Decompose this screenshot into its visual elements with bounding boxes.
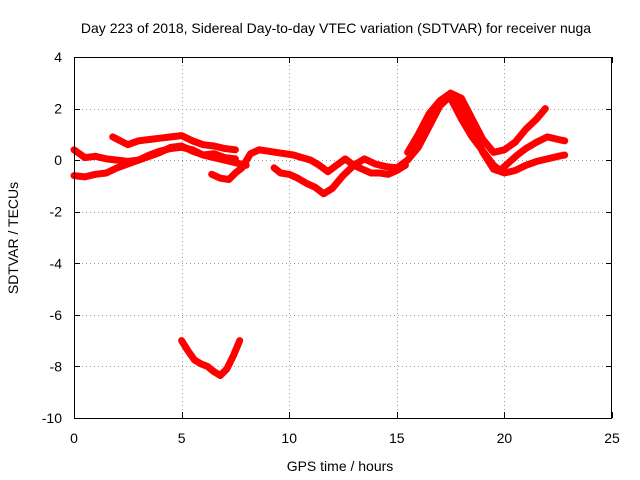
x-tick-label: 0	[70, 430, 78, 446]
y-tick-label: -4	[50, 255, 63, 271]
y-tick-label: 0	[54, 152, 62, 168]
y-tick-label: -6	[50, 307, 63, 323]
series-line-trace-h	[178, 337, 244, 379]
series-line-trace-f	[404, 89, 549, 156]
series-line-trace-d	[208, 146, 409, 183]
y-axis-label: SDTVAR / TECUs	[5, 182, 21, 294]
plot-frame	[74, 57, 612, 419]
series-line-trace-c	[109, 132, 239, 154]
series-line-trace-g	[447, 94, 569, 174]
series-line-trace-e	[270, 92, 569, 198]
chart-title: Day 223 of 2018, Sidereal Day-to-day VTE…	[81, 20, 591, 36]
y-tick-label: -8	[50, 358, 63, 374]
y-tick-label: 2	[54, 101, 62, 117]
x-tick-label: 20	[497, 430, 513, 446]
y-tick-label: -2	[50, 204, 63, 220]
axis-ticks: 0 5 10 15 20 25 -10 -8 -6 -4 -2 0 2 4	[42, 49, 620, 446]
grid-lines	[74, 57, 612, 418]
x-tick-label: 25	[604, 430, 620, 446]
y-tick-label: -10	[42, 410, 62, 426]
x-axis-label: GPS time / hours	[287, 458, 394, 474]
data-series	[70, 89, 569, 379]
series-line-trace-b	[70, 142, 239, 165]
x-tick-label: 10	[281, 430, 297, 446]
x-tick-label: 5	[178, 430, 186, 446]
y-tick-label: 4	[54, 49, 62, 65]
x-tick-label: 15	[389, 430, 405, 446]
